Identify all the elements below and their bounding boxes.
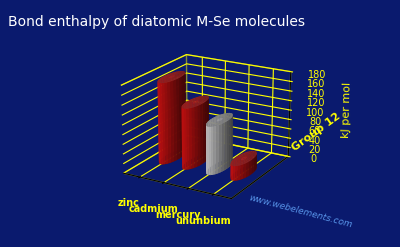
Text: www.webelements.com: www.webelements.com [248,193,354,229]
Text: Bond enthalpy of diatomic M-Se molecules: Bond enthalpy of diatomic M-Se molecules [8,15,305,29]
